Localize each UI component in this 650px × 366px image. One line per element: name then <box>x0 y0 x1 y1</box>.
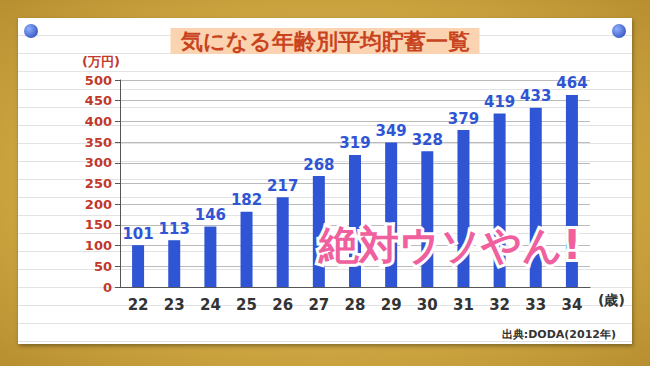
svg-text:268: 268 <box>303 156 334 174</box>
svg-text:100: 100 <box>85 238 112 253</box>
svg-text:500: 500 <box>85 73 112 88</box>
svg-text:33: 33 <box>525 296 546 314</box>
svg-text:350: 350 <box>85 135 112 150</box>
svg-text:349: 349 <box>375 122 406 140</box>
svg-text:433: 433 <box>520 87 551 105</box>
svg-text:31: 31 <box>453 296 474 314</box>
svg-text:25: 25 <box>236 296 257 314</box>
svg-text:464: 464 <box>556 74 587 92</box>
svg-text:22: 22 <box>128 296 149 314</box>
svg-text:26: 26 <box>272 296 293 314</box>
svg-text:379: 379 <box>448 110 479 128</box>
svg-text:328: 328 <box>412 131 443 149</box>
svg-text:300: 300 <box>85 155 112 170</box>
svg-text:150: 150 <box>85 217 112 232</box>
svg-text:319: 319 <box>339 134 370 152</box>
svg-text:113: 113 <box>159 220 190 238</box>
svg-text:気になる年齢別平均貯蓄一覧: 気になる年齢別平均貯蓄一覧 <box>180 29 470 54</box>
svg-text:絶対ウソやん!: 絶対ウソやん! <box>318 222 581 268</box>
svg-text:50: 50 <box>94 259 112 274</box>
svg-text:0: 0 <box>103 280 112 295</box>
svg-text:(歳): (歳) <box>598 292 625 308</box>
svg-text:28: 28 <box>345 296 366 314</box>
svg-text:24: 24 <box>200 296 221 314</box>
svg-text:101: 101 <box>122 225 153 243</box>
svg-text:217: 217 <box>267 177 298 195</box>
svg-text:29: 29 <box>381 296 402 314</box>
svg-text:250: 250 <box>85 176 112 191</box>
svg-text:32: 32 <box>489 296 510 314</box>
svg-text:27: 27 <box>308 296 329 314</box>
svg-text:450: 450 <box>85 93 112 108</box>
svg-text:(万円): (万円) <box>82 54 120 69</box>
svg-text:146: 146 <box>195 206 226 224</box>
svg-text:182: 182 <box>231 191 262 209</box>
svg-text:419: 419 <box>484 93 515 111</box>
svg-text:出典:DODA(2012年): 出典:DODA(2012年) <box>502 328 616 341</box>
svg-text:30: 30 <box>417 296 438 314</box>
svg-text:23: 23 <box>164 296 185 314</box>
svg-text:400: 400 <box>85 114 112 129</box>
svg-text:200: 200 <box>85 197 112 212</box>
svg-text:34: 34 <box>561 296 582 314</box>
